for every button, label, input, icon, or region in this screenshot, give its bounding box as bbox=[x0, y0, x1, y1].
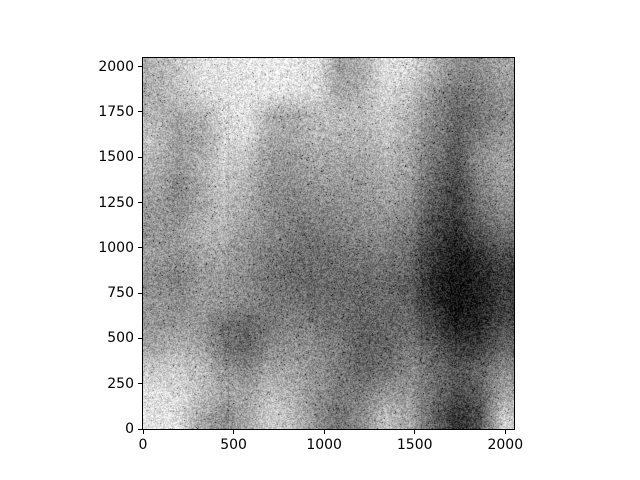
x-tick-label: 1500 bbox=[396, 437, 433, 453]
y-tick-label: 500 bbox=[107, 330, 134, 347]
y-tick-mark bbox=[138, 428, 142, 430]
y-tick-mark bbox=[138, 247, 142, 249]
y-tick-label: 1250 bbox=[98, 194, 134, 211]
x-tick-mark bbox=[233, 430, 235, 434]
y-tick-label: 0 bbox=[125, 421, 134, 437]
x-tick-mark bbox=[504, 430, 506, 434]
x-tick-mark bbox=[414, 430, 416, 434]
x-tick-mark bbox=[142, 430, 144, 434]
x-tick-label: 2000 bbox=[487, 437, 524, 453]
y-tick-label: 1500 bbox=[98, 149, 134, 166]
heatmap-canvas bbox=[143, 58, 514, 429]
y-tick-mark bbox=[138, 66, 142, 68]
y-tick-label: 250 bbox=[107, 375, 134, 392]
x-tick-label: 0 bbox=[138, 437, 148, 453]
y-tick-mark bbox=[138, 111, 142, 113]
y-tick-mark bbox=[138, 337, 142, 339]
y-tick-label: 1750 bbox=[98, 103, 134, 120]
plot-axes-border bbox=[142, 57, 515, 430]
y-tick-mark bbox=[138, 156, 142, 158]
y-tick-mark bbox=[138, 292, 142, 294]
x-tick-mark bbox=[323, 430, 325, 434]
y-tick-label: 750 bbox=[107, 285, 134, 302]
x-tick-label: 500 bbox=[220, 437, 247, 453]
y-tick-label: 2000 bbox=[98, 58, 134, 75]
y-tick-mark bbox=[138, 383, 142, 385]
x-tick-label: 1000 bbox=[306, 437, 342, 453]
y-tick-label: 1000 bbox=[98, 239, 134, 256]
y-tick-mark bbox=[138, 202, 142, 204]
